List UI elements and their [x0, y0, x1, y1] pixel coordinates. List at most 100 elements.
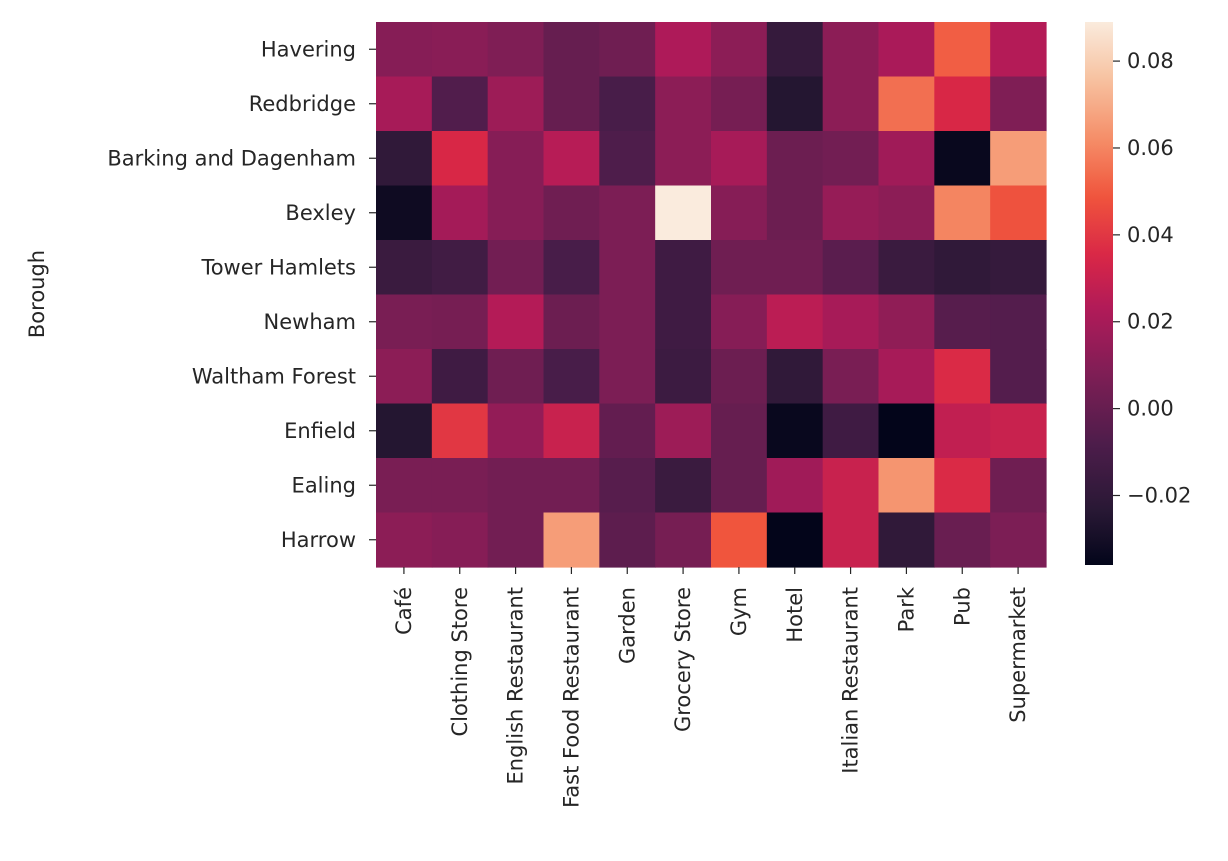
- column-label: Clothing Store: [448, 587, 472, 737]
- heatmap-cell: [990, 294, 1047, 350]
- row-label: Bexley: [285, 201, 356, 225]
- colorbar-tick-label: 0.08: [1127, 49, 1174, 73]
- heatmap-cell: [599, 294, 656, 350]
- heatmap-cell: [990, 185, 1047, 241]
- heatmap-cell: [543, 22, 600, 78]
- colorbar: −0.02 0.00 0.02 0.04 0.06 0.08: [1085, 22, 1191, 565]
- column-label: Gym: [727, 587, 751, 636]
- heatmap-cell: [934, 131, 991, 187]
- heatmap-cell: [599, 403, 656, 459]
- heatmap-cell: [822, 22, 880, 78]
- column-labels: Café Clothing Store English Restaurant Fast…: [392, 567, 1030, 808]
- heatmap-cell: [878, 458, 935, 514]
- heatmap-cell: [990, 240, 1047, 296]
- heatmap-cell: [934, 22, 991, 78]
- heatmap-cell: [766, 458, 824, 514]
- heatmap-cell: [431, 22, 489, 78]
- heatmap-cell: [822, 403, 880, 459]
- heatmap-cell: [543, 131, 600, 187]
- heatmap-cell: [543, 349, 600, 405]
- heatmap-cell: [599, 349, 656, 405]
- heatmap-cell: [934, 76, 991, 132]
- heatmap-cell: [766, 76, 824, 132]
- row-label: Redbridge: [249, 92, 356, 116]
- heatmap-cell: [487, 185, 545, 241]
- heatmap-cell: [878, 131, 935, 187]
- heatmap-cell: [990, 76, 1047, 132]
- heatmap-cell: [543, 294, 600, 350]
- heatmap-cell: [711, 76, 768, 132]
- row-label: Tower Hamlets: [200, 255, 356, 279]
- row-label: Harrow: [281, 528, 356, 552]
- column-label: Pub: [950, 587, 974, 626]
- column-label: Italian Restaurant: [839, 587, 863, 774]
- heatmap-cell: [934, 349, 991, 405]
- heatmap-cell: [711, 131, 768, 187]
- column-label: English Restaurant: [504, 587, 528, 784]
- heatmap-cell: [487, 458, 545, 514]
- heatmap-cell: [822, 294, 880, 350]
- heatmap-cell: [878, 240, 935, 296]
- heatmap-cell: [655, 294, 712, 350]
- heatmap-cell: [878, 403, 935, 459]
- heatmap-cell: [822, 131, 880, 187]
- heatmap-cell: [934, 512, 991, 568]
- heatmap-cell: [599, 131, 656, 187]
- heatmap-cell: [655, 240, 712, 296]
- heatmap-cell: [655, 403, 712, 459]
- heatmap-cell: [655, 512, 712, 568]
- column-label: Grocery Store: [671, 587, 695, 732]
- heatmap-cell: [934, 294, 991, 350]
- heatmap-cell: [543, 240, 600, 296]
- heatmap-cell: [431, 349, 489, 405]
- heatmap-cell: [599, 458, 656, 514]
- row-label: Newham: [264, 310, 356, 334]
- heatmap-cell: [599, 22, 656, 78]
- heatmap-cell: [878, 185, 935, 241]
- heatmap-cell: [599, 240, 656, 296]
- column-label: Garden: [615, 587, 639, 664]
- row-label: Waltham Forest: [192, 364, 356, 388]
- heatmap-cell: [376, 76, 433, 132]
- heatmap-cell: [766, 240, 824, 296]
- heatmap-cell: [655, 349, 712, 405]
- heatmap-cell: [990, 349, 1047, 405]
- heatmap-cell: [934, 185, 991, 241]
- heatmap-cell: [376, 349, 433, 405]
- heatmap-cell: [376, 131, 433, 187]
- heatmap-cell: [711, 294, 768, 350]
- heatmap-cell: [711, 185, 768, 241]
- column-label: Café: [392, 587, 416, 635]
- row-label: Enfield: [284, 419, 356, 443]
- heatmap-cell: [487, 294, 545, 350]
- heatmap-cell: [599, 185, 656, 241]
- heatmap-cell: [990, 403, 1047, 459]
- row-label: Ealing: [292, 473, 356, 497]
- row-label: Havering: [261, 37, 356, 61]
- heatmap-cell: [376, 22, 433, 78]
- y-axis-label: Borough: [25, 250, 49, 338]
- heatmap-cell: [431, 458, 489, 514]
- heatmap-cell: [599, 512, 656, 568]
- heatmap-cell: [766, 403, 824, 459]
- heatmap-cell: [766, 185, 824, 241]
- heatmap-cell: [711, 512, 768, 568]
- heatmap-cell: [711, 458, 768, 514]
- heatmap-cell: [431, 185, 489, 241]
- heatmap-cell: [431, 294, 489, 350]
- heatmap-cell: [487, 131, 545, 187]
- heatmap-cell: [766, 294, 824, 350]
- heatmap-cell: [431, 403, 489, 459]
- heatmap-cell: [878, 76, 935, 132]
- heatmap-cell: [878, 349, 935, 405]
- heatmap-cell: [822, 349, 880, 405]
- heatmap-cell: [376, 512, 433, 568]
- heatmap-cell: [376, 185, 433, 241]
- heatmap-cell: [431, 240, 489, 296]
- heatmap-cell: [487, 403, 545, 459]
- heatmap-cell: [990, 458, 1047, 514]
- colorbar-gradient: [1085, 22, 1113, 565]
- colorbar-tick-label: −0.02: [1127, 483, 1191, 507]
- heatmap-cell: [376, 294, 433, 350]
